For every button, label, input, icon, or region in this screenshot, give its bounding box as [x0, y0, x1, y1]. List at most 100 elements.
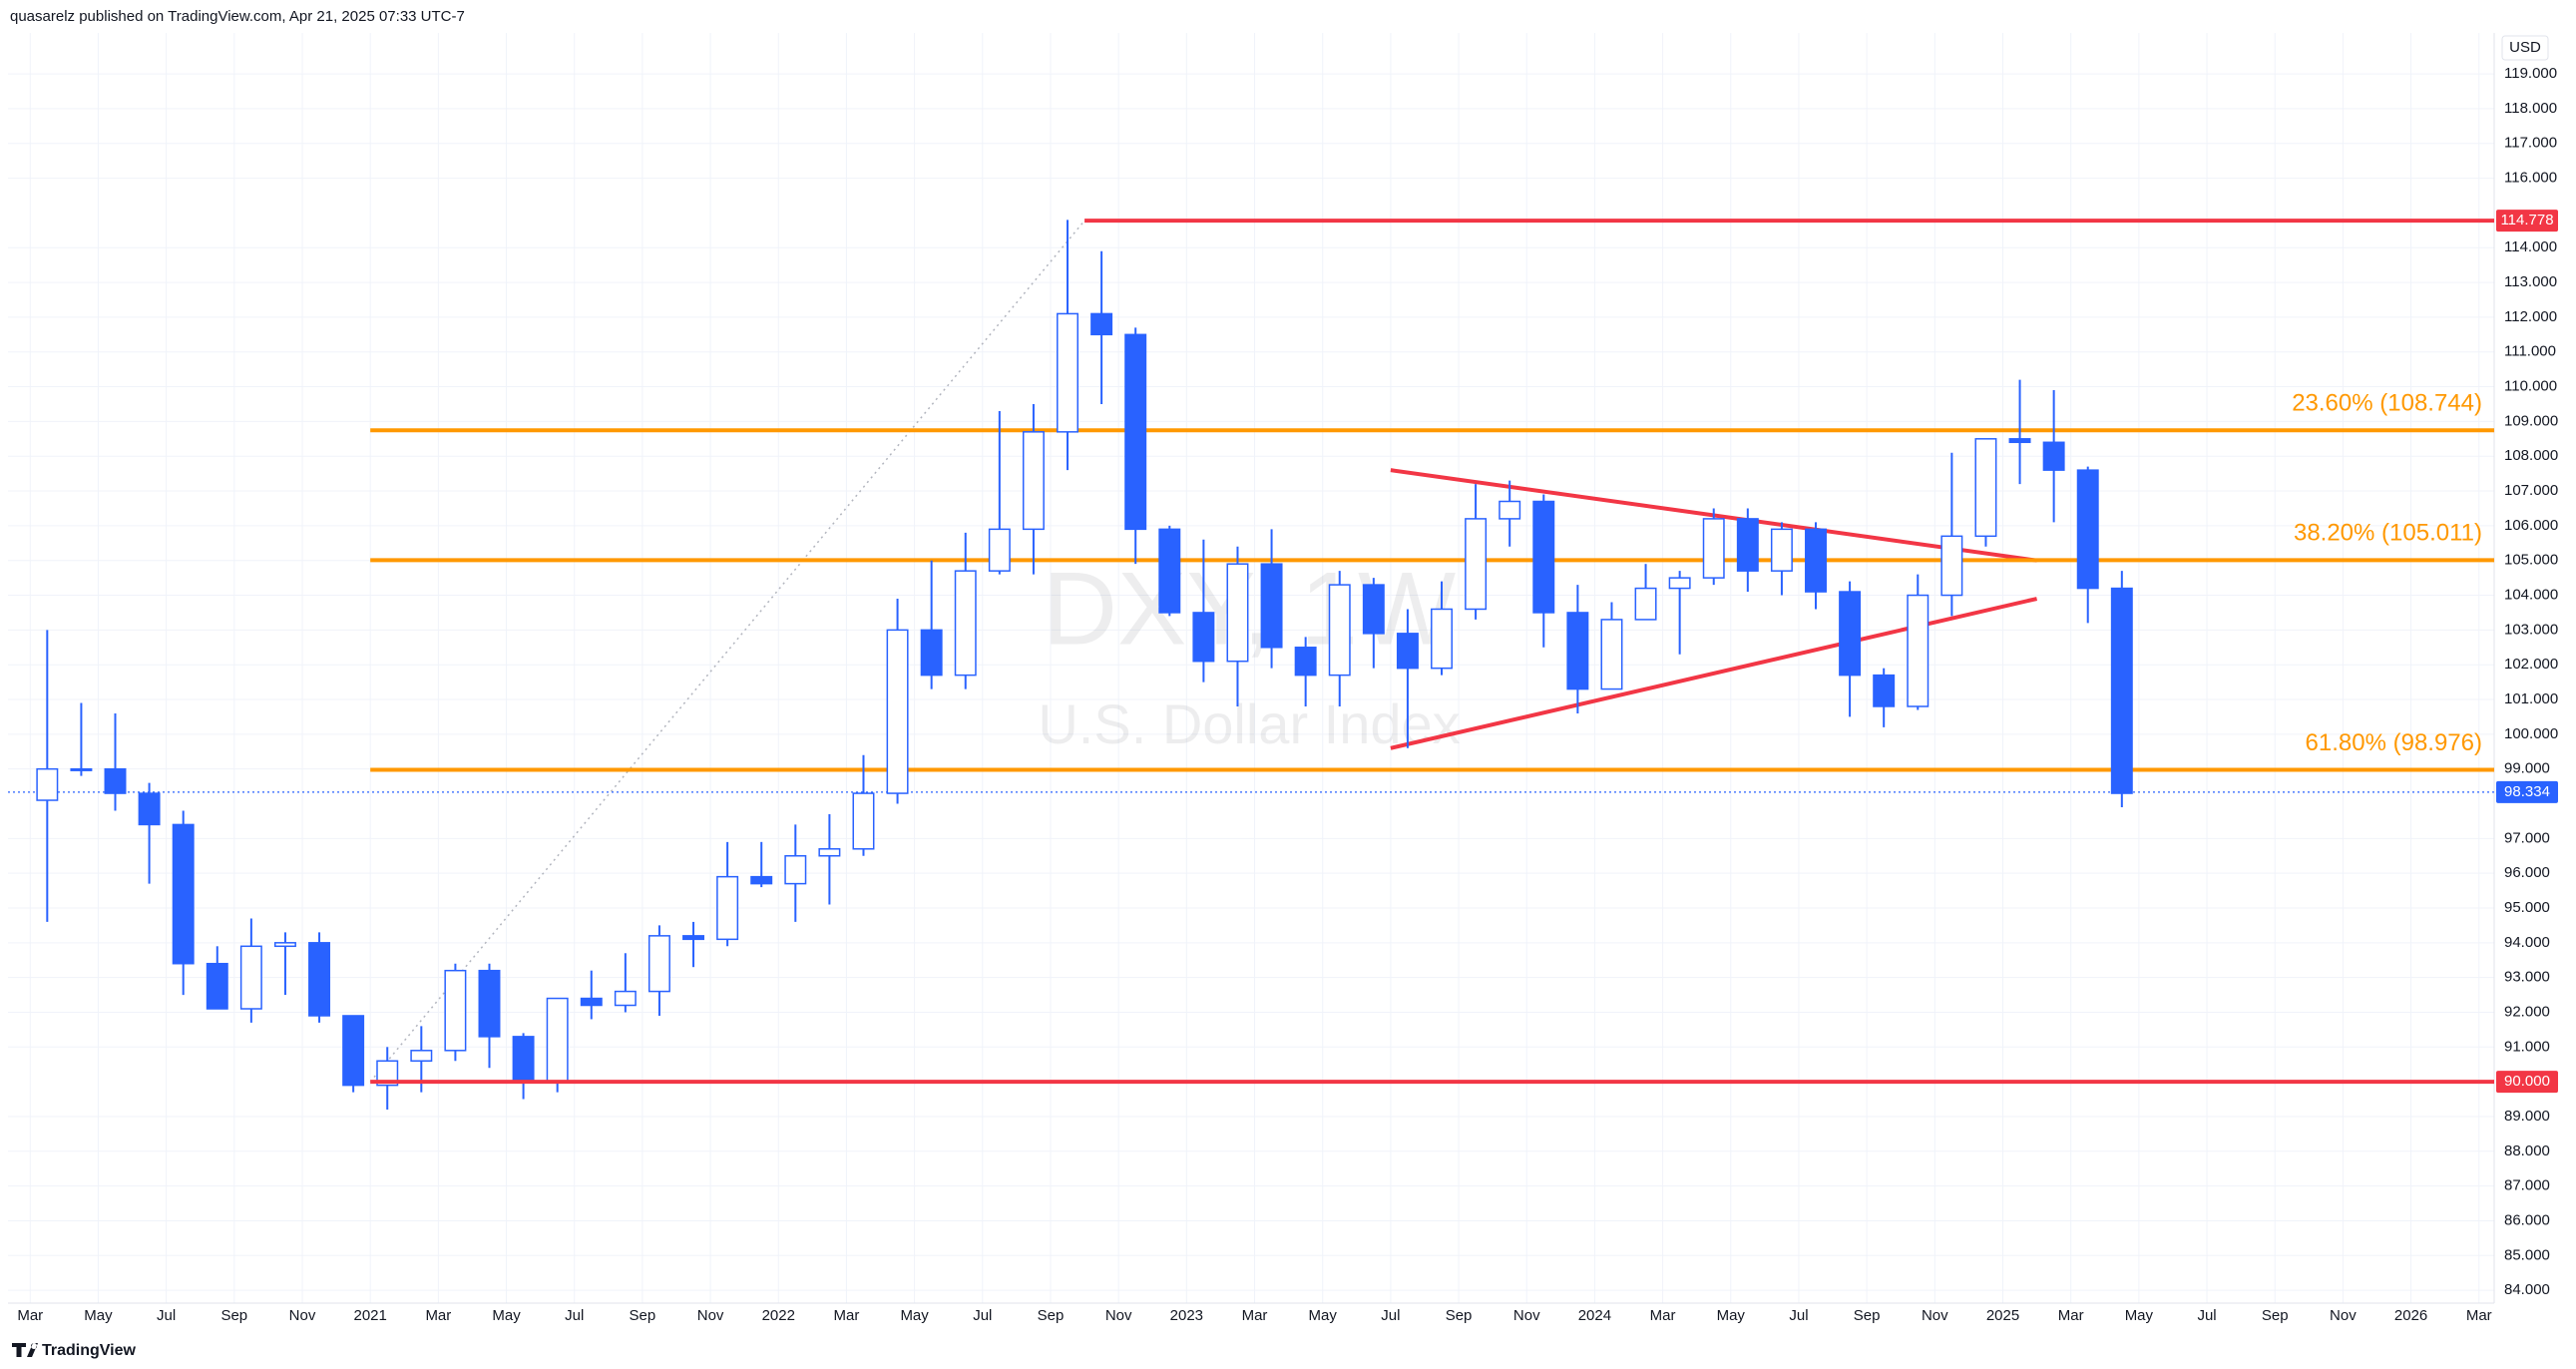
y-tick-label: 96.000 [2504, 864, 2550, 881]
candle-body [36, 767, 59, 801]
candle-body [1634, 587, 1657, 621]
candle-body [580, 997, 603, 1007]
candle-body [1158, 528, 1181, 614]
x-tick-label: 2022 [762, 1307, 795, 1324]
candle-body [376, 1060, 399, 1087]
y-tick-label: 114.000 [2504, 238, 2557, 255]
candle-body [1805, 528, 1827, 593]
x-tick-label: Mar [1242, 1307, 1268, 1324]
candle-body [954, 570, 977, 677]
x-tick-label: May [1717, 1307, 1746, 1324]
x-tick-label: Sep [2262, 1307, 2289, 1324]
candle-body [750, 875, 773, 885]
x-tick-label: Sep [1038, 1307, 1065, 1324]
candle-body [1328, 584, 1351, 677]
y-tick-label: 110.000 [2504, 378, 2557, 395]
candle-body [988, 528, 1011, 572]
last-price-label: 98.334 [2504, 783, 2550, 800]
x-tick-label: Sep [220, 1307, 247, 1324]
x-tick-label: Sep [1446, 1307, 1473, 1324]
level-label-box [2496, 210, 2558, 232]
y-tick-label: 107.000 [2504, 482, 2558, 499]
y-tick-label: 113.000 [2504, 273, 2557, 290]
candle-body [852, 792, 875, 850]
candle-body [512, 1036, 535, 1083]
watermark-name: U.S. Dollar Index [1038, 692, 1460, 755]
footer-logo [12, 1343, 38, 1357]
candle-body [239, 945, 262, 1010]
candle-body [1532, 500, 1555, 614]
candle-body [1192, 612, 1215, 663]
y-tick-label: 93.000 [2504, 969, 2550, 986]
y-tick-label: 116.000 [2504, 170, 2557, 187]
candle-body [1362, 584, 1385, 635]
y-tick-label: 91.000 [2504, 1038, 2550, 1055]
x-tick-label: 2023 [1170, 1307, 1203, 1324]
y-tick-label: 92.000 [2504, 1003, 2550, 1020]
candle-body [1431, 608, 1453, 670]
y-tick-label: 88.000 [2504, 1142, 2550, 1159]
x-tick-label: Nov [289, 1307, 316, 1324]
fib-label: 23.60% (108.744) [2292, 390, 2482, 417]
x-tick-label: Jul [2197, 1307, 2216, 1324]
level-label-box [2496, 1071, 2558, 1094]
currency[interactable]: USD [2509, 39, 2541, 56]
x-tick-label: 2026 [2394, 1307, 2427, 1324]
fib-label: 38.20% (105.011) [2294, 520, 2482, 547]
candle-body [1124, 333, 1147, 531]
y-tick-label: 104.000 [2504, 587, 2558, 604]
x-tick-label: May [492, 1307, 521, 1324]
candle-body [1668, 577, 1691, 590]
candle-body [1090, 312, 1113, 336]
candle-body [682, 935, 705, 941]
candle-body [2008, 438, 2031, 444]
trendline [369, 220, 1085, 1083]
x-tick-label: Sep [630, 1307, 656, 1324]
fib-label: 61.80% (98.976) [2306, 729, 2482, 756]
currency-button[interactable] [2501, 35, 2549, 61]
y-tick-label: 89.000 [2504, 1108, 2550, 1125]
candle-body [444, 969, 467, 1052]
plot-area: 23.60% (108.744) 38.20% (105.011) 61.80% (… [8, 219, 2494, 1111]
y-tick-label: 94.000 [2504, 934, 2550, 951]
x-tick-label: Mar [2058, 1307, 2084, 1324]
y-tick-label: 109.000 [2504, 412, 2558, 429]
y-tick-label: 102.000 [2504, 656, 2558, 673]
x-tick-label: Sep [1854, 1307, 1881, 1324]
x-tick-label: Mar [1650, 1307, 1676, 1324]
candle-body [647, 935, 670, 993]
x-tick-label: Jul [973, 1307, 992, 1324]
y-tick-label: 103.000 [2504, 621, 2558, 638]
candle-body [1465, 518, 1488, 611]
x-tick-label: Jul [157, 1307, 176, 1324]
y-tick-label: 108.000 [2504, 447, 2558, 464]
x-tick-label: Nov [2330, 1307, 2357, 1324]
candle-body [1294, 647, 1317, 677]
y-tick-label: 118.000 [2504, 100, 2557, 117]
candle-body [1057, 312, 1079, 433]
candle-body [172, 823, 195, 965]
candle-body [1940, 535, 1963, 597]
candle-body [886, 629, 909, 794]
candle-body [1873, 674, 1896, 707]
candle-body [308, 942, 331, 1017]
candle-body [342, 1015, 365, 1087]
y-tick-label: 99.000 [2504, 760, 2550, 777]
candle-body [1702, 518, 1725, 579]
x-tick-label: 2025 [1986, 1307, 2019, 1324]
candle-body [1839, 591, 1862, 677]
trendline [1390, 597, 2038, 750]
candle-body [1974, 438, 1997, 538]
y-tick-label: 87.000 [2504, 1177, 2550, 1194]
last-price-box [2496, 780, 2558, 803]
candle-body [1600, 619, 1623, 690]
candle-body [138, 792, 161, 826]
y-tick-label: 119.000 [2504, 65, 2557, 82]
y-tick-label: 101.000 [2504, 690, 2558, 707]
candle-body [70, 767, 93, 771]
candle-body [614, 990, 637, 1007]
header: quasarelz published on TradingView.com, … [10, 8, 465, 25]
y-tick-label: 105.000 [2504, 552, 2558, 569]
